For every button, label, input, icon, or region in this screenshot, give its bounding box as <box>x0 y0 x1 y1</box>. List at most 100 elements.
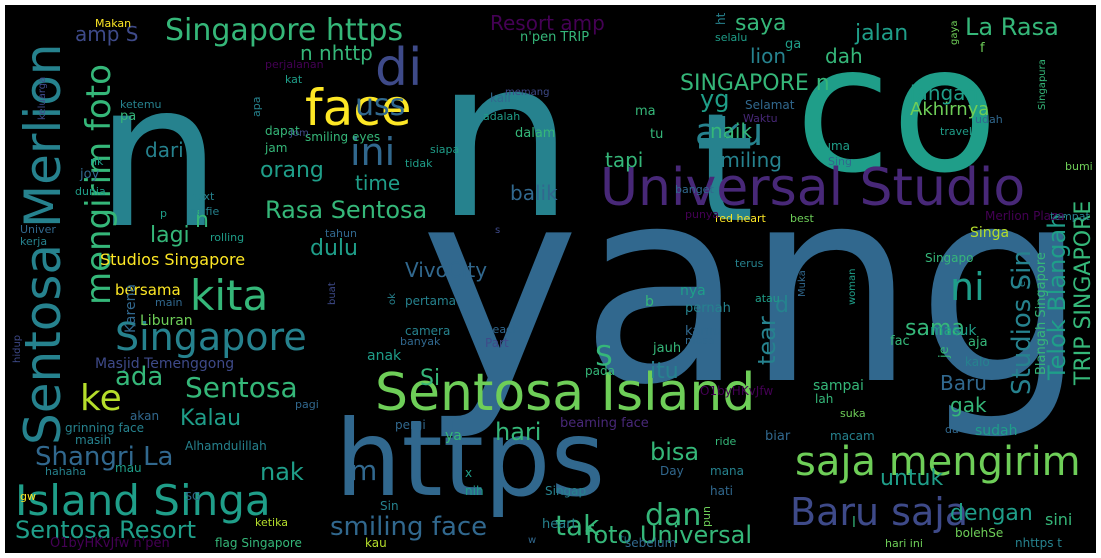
cloud-word: Resort amp <box>490 11 605 35</box>
cloud-word: ke <box>80 378 122 419</box>
cloud-word: Karena <box>123 284 139 333</box>
cloud-word: pun <box>700 506 713 527</box>
cloud-word: Alhamdulillah <box>185 439 267 453</box>
cloud-word: kau <box>365 536 387 550</box>
cloud-word: adalah <box>483 110 520 123</box>
cloud-word: tu <box>650 127 663 142</box>
cloud-word: Part <box>485 336 509 350</box>
cloud-word: itu <box>650 359 679 384</box>
cloud-word: tapi <box>605 148 643 172</box>
cloud-word: buat <box>327 282 338 305</box>
cloud-word: ada <box>115 362 163 392</box>
cloud-word: atau <box>755 292 780 305</box>
cloud-word: Singapura <box>1037 59 1048 110</box>
cloud-word: ketika <box>255 516 288 529</box>
cloud-word: smiling face <box>330 512 487 542</box>
cloud-word: memang <box>505 87 549 98</box>
cloud-word: l <box>852 515 856 531</box>
cloud-word: b <box>645 294 654 310</box>
cloud-word: Waktu <box>743 112 778 125</box>
cloud-word: time <box>355 171 400 195</box>
cloud-word: nak <box>260 458 304 486</box>
cloud-word: Liburan <box>140 313 193 329</box>
cloud-word: hidup <box>12 335 23 363</box>
cloud-word: masuk <box>930 323 977 339</box>
cloud-word: aku <box>695 110 763 154</box>
cloud-word: S <box>595 339 613 372</box>
cloud-word: dalam <box>515 126 555 141</box>
cloud-word: suka <box>840 407 866 420</box>
cloud-word: grinning face <box>65 421 144 435</box>
cloud-word: dulu <box>310 236 358 261</box>
cloud-word: kalo <box>965 355 990 369</box>
cloud-word: O1byHKvJfw <box>700 384 773 398</box>
cloud-word: ma <box>635 104 656 119</box>
cloud-word: macam <box>830 429 875 443</box>
cloud-word: n <box>435 11 574 267</box>
cloud-word: tak <box>555 509 600 542</box>
cloud-word: Sentosa Island <box>375 363 755 423</box>
cloud-word: banyak <box>400 335 441 348</box>
cloud-word: Studios Singapore <box>100 250 245 269</box>
cloud-word: Baru <box>940 371 987 395</box>
cloud-word: face <box>305 79 412 137</box>
cloud-word: da <box>945 423 959 436</box>
cloud-word: Merlion Plaza <box>985 209 1065 223</box>
cloud-word: Univer <box>20 223 56 236</box>
cloud-word: co <box>795 9 998 212</box>
cloud-word: sini <box>1045 510 1072 529</box>
cloud-word: SINGAPORE n <box>680 71 830 96</box>
cloud-word: tahun <box>325 227 357 240</box>
cloud-word: smiling eyes <box>305 130 380 144</box>
cloud-word: O1byHKvJfw n'pen <box>50 536 170 551</box>
cloud-word: Selamat <box>745 98 795 112</box>
cloud-word: lion <box>750 44 786 68</box>
cloud-word: Sentosa Resort <box>15 516 196 544</box>
cloud-word: s <box>495 225 500 236</box>
cloud-word: Blangah Singapore <box>1034 252 1049 375</box>
cloud-word: Singapo <box>925 251 974 265</box>
cloud-word: p <box>160 207 167 220</box>
cloud-word: anak <box>367 348 402 364</box>
cloud-word: Jom <box>289 128 309 139</box>
cloud-word: sama <box>905 316 965 341</box>
cloud-word: Sentosa Merlion <box>14 44 72 446</box>
cloud-word: apa <box>250 97 263 117</box>
cloud-word: akan <box>130 409 159 423</box>
cloud-word: n nhttp <box>300 41 373 65</box>
cloud-word: pagi <box>295 398 319 411</box>
cloud-word: red heart <box>715 212 767 225</box>
word-cloud-canvas: yang n n co t https face di Universal Studio Sent… <box>5 5 1096 553</box>
cloud-word: masa <box>685 334 715 347</box>
cloud-word: terus <box>735 257 764 270</box>
cloud-word: amp S <box>75 22 139 46</box>
cloud-word: jam <box>264 141 287 155</box>
cloud-word: TRIP SINGAPORE <box>1071 201 1096 386</box>
cloud-word: sampai <box>813 378 864 394</box>
cloud-word: ya <box>445 428 462 444</box>
cloud-word: sudah <box>975 423 1018 439</box>
cloud-word: flag Singapore <box>215 536 302 550</box>
cloud-word: Beach <box>485 323 519 336</box>
cloud-word: Masjid Temenggong <box>95 356 234 372</box>
cloud-word: siapa <box>430 143 459 156</box>
cloud-word: Cuma <box>815 139 850 153</box>
cloud-word: perjalanan <box>265 58 324 71</box>
cloud-word: jauh <box>652 341 681 356</box>
cloud-word: dari <box>145 138 184 162</box>
cloud-word: e <box>1017 281 1028 287</box>
cloud-word: tempat <box>1050 210 1091 223</box>
cloud-word: uss <box>355 88 405 123</box>
cloud-word: nhttps t <box>1015 536 1062 550</box>
cloud-word: best <box>790 212 814 225</box>
cloud-word: d <box>775 293 789 318</box>
cloud-word: Muka <box>797 270 808 297</box>
cloud-word: Singap <box>545 484 586 498</box>
cloud-word: sebelum <box>625 536 676 550</box>
cloud-word: banget <box>675 183 714 196</box>
cloud-word: Akhirnya <box>910 99 989 120</box>
cloud-word: Singapore https <box>165 13 403 48</box>
cloud-word: keluarga <box>37 77 48 120</box>
cloud-word: h <box>195 208 209 233</box>
cloud-word: La Rasa <box>965 13 1059 41</box>
